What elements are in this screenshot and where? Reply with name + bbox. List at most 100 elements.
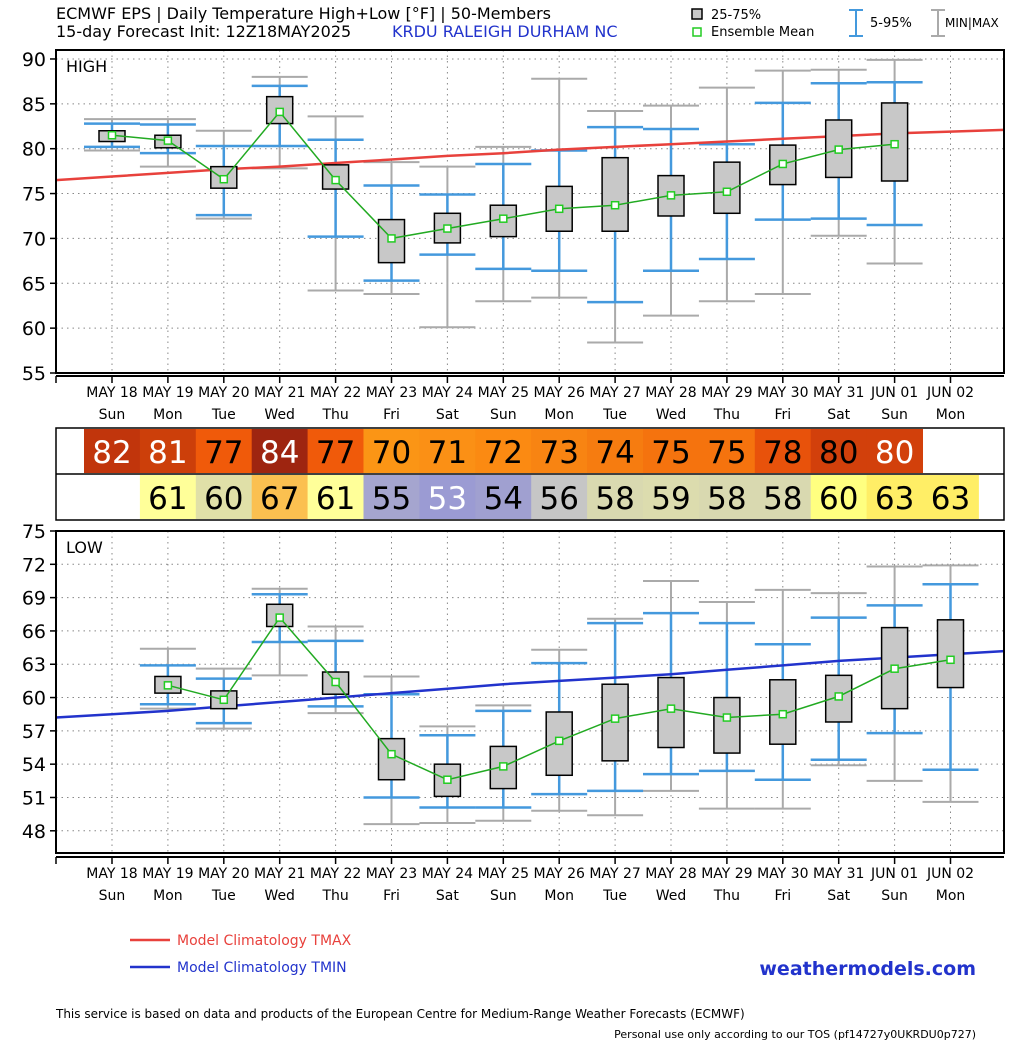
low-xtick-weekday: Sun (490, 888, 517, 904)
low-plot-area (56, 531, 1004, 853)
low-xtick-date: MAY 31 (813, 866, 864, 882)
low-cell-value: 58 (707, 481, 746, 517)
low-xtick-date: JUN 01 (870, 866, 918, 882)
low-xtick-date: MAY 28 (645, 866, 696, 882)
tmin-legend-label: Model Climatology TMIN (177, 960, 347, 976)
high-mean-marker (331, 175, 340, 185)
high-ytick-label: 65 (22, 273, 46, 295)
low-xtick-date: MAY 19 (142, 866, 193, 882)
high-xtick-date: MAY 20 (198, 385, 249, 401)
high-xtick-date: JUN 01 (870, 385, 918, 401)
chart-title: ECMWF EPS | Daily Temperature High+Low [… (56, 4, 551, 23)
low-xtick-date: MAY 24 (422, 866, 473, 882)
low-xtick-weekday: Sun (881, 888, 908, 904)
low-mean-marker (387, 749, 396, 759)
high-cell-value: 73 (539, 435, 578, 471)
high-ytick-label: 90 (22, 49, 46, 71)
high-mean-marker (163, 136, 173, 145)
low-cell-value: 60 (204, 481, 243, 517)
low-ytick-label: 48 (22, 821, 46, 843)
high-mean-marker (499, 214, 508, 223)
high-xtick-date: MAY 19 (142, 385, 193, 401)
high-xtick-date: MAY 21 (254, 385, 305, 401)
low-xtick-date: MAY 30 (757, 866, 808, 882)
low-ytick-label: 54 (22, 754, 46, 776)
low-xtick-weekday: Tue (602, 888, 627, 904)
low-ytick-label: 51 (22, 787, 46, 809)
high-x-axis: MAY 18 Sun MAY 19 Mon MAY 20 Tue MAY 21 Wed MAY … (55, 375, 1004, 423)
low-plot-frame (55, 530, 1005, 854)
high-xtick-date: MAY 22 (310, 385, 361, 401)
daily-summary-table: 82 81 77 84 77 70 71 72 73 74 75 75 78 80 80 61 60 67 61 55… (55, 427, 1005, 521)
low-xtick-weekday: Thu (321, 888, 348, 904)
high-xtick-date: MAY 25 (478, 385, 529, 401)
low-cell (587, 475, 644, 519)
low-iqr-box (377, 737, 406, 781)
low-xtick-date: MAY 21 (254, 866, 305, 882)
high-mean-marker (666, 191, 676, 200)
legend-box-swatch (691, 8, 703, 20)
high-ytick-label: 85 (22, 94, 46, 116)
low-iqr-box (713, 696, 741, 754)
high-cell-value: 77 (204, 435, 243, 471)
low-ytick-label: 75 (22, 521, 46, 543)
low-xtick-weekday: Fri (383, 888, 400, 904)
low-mean-marker (834, 692, 843, 701)
high-mean-marker (778, 159, 788, 169)
high-ytick-label: 70 (22, 228, 46, 250)
low-cell-value: 58 (595, 481, 634, 517)
high-xtick-date: MAY 29 (701, 385, 752, 401)
high-cell (587, 429, 644, 473)
high-xtick-weekday: Mon (936, 407, 966, 423)
high-cell-value: 71 (428, 435, 467, 471)
high-xtick-date: MAY 18 (86, 385, 137, 401)
high-mean-marker (443, 224, 452, 233)
low-xtick-date: MAY 27 (589, 866, 640, 882)
low-xtick-weekday: Fri (774, 888, 791, 904)
high-xtick-date: MAY 27 (589, 385, 640, 401)
high-cell-value: 70 (372, 435, 411, 471)
low-mean-marker (275, 613, 284, 622)
high-cell-value: 75 (707, 435, 746, 471)
low-ytick-label: 66 (22, 621, 46, 643)
legend-mean-swatch (692, 27, 702, 37)
high-ytick-label: 60 (22, 318, 46, 340)
low-xtick-weekday: Mon (153, 888, 183, 904)
low-iqr-box (433, 763, 462, 798)
low-cell-value: 59 (651, 481, 690, 517)
high-cell (419, 429, 476, 473)
high-mean-marker (275, 107, 284, 117)
low-xtick-date: MAY 18 (86, 866, 137, 882)
high-cell (531, 429, 588, 473)
high-mean-marker (722, 187, 732, 197)
high-cell (251, 429, 309, 473)
high-cell (810, 429, 868, 473)
legend-5-95-swatch (849, 9, 863, 37)
low-cell-value: 61 (148, 481, 187, 517)
low-cell-value: 63 (875, 481, 914, 517)
high-xtick-weekday: Wed (264, 407, 295, 423)
low-xtick-weekday: Mon (544, 888, 574, 904)
low-xtick-weekday: Wed (656, 888, 687, 904)
low-mean-marker (946, 655, 955, 665)
high-cell (195, 429, 253, 473)
low-mean-marker (331, 677, 340, 687)
low-cell-value: 60 (819, 481, 858, 517)
low-cell (643, 475, 700, 519)
low-cell (195, 475, 253, 519)
low-xtick-weekday: Mon (936, 888, 966, 904)
low-xtick-weekday: Sat (827, 888, 850, 904)
high-ytick-label: 75 (22, 184, 46, 206)
low-xtick-date: MAY 25 (478, 866, 529, 882)
tmax-legend-label: Model Climatology TMAX (177, 933, 352, 949)
low-cell (419, 475, 476, 519)
low-x-axis: MAY 18 Sun MAY 19 Mon MAY 20 Tue MAY 21 Wed MAY … (55, 856, 1004, 904)
low-cell (922, 475, 979, 519)
high-cell (754, 429, 812, 473)
low-ytick-label: 63 (22, 654, 46, 676)
tos-notice: Personal use only according to our TOS (… (614, 1028, 976, 1041)
high-mean-marker (107, 130, 117, 140)
low-cell-value: 63 (931, 481, 970, 517)
high-cell-value: 77 (316, 435, 355, 471)
